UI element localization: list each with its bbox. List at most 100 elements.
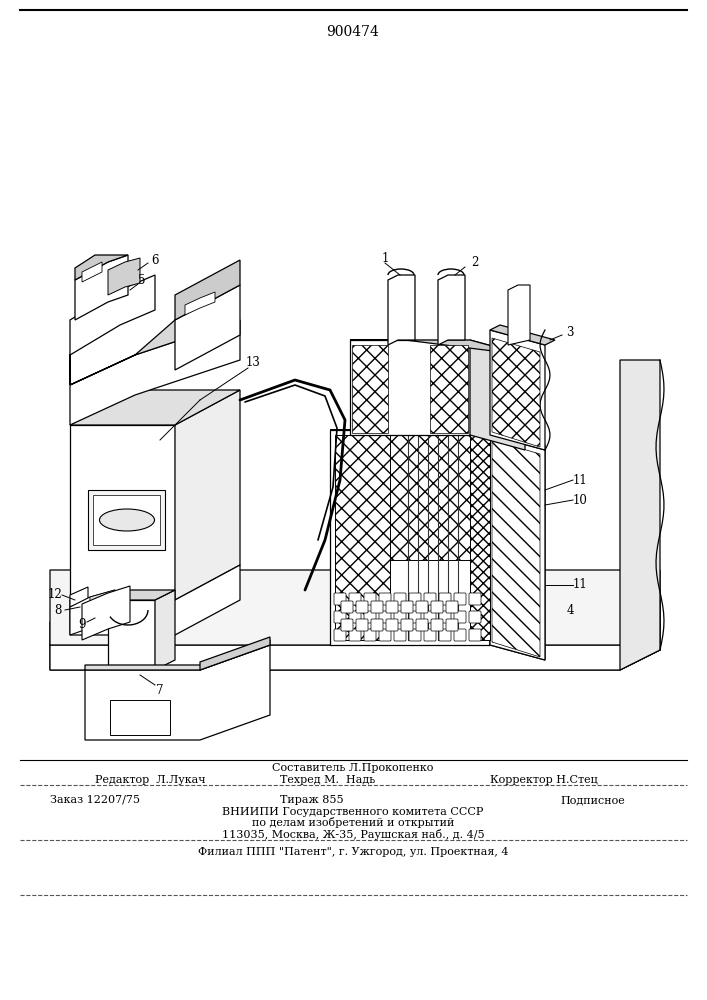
Polygon shape — [155, 590, 175, 670]
Polygon shape — [492, 440, 540, 657]
FancyBboxPatch shape — [416, 619, 428, 631]
FancyBboxPatch shape — [431, 619, 443, 631]
Polygon shape — [70, 587, 88, 607]
FancyBboxPatch shape — [371, 619, 383, 631]
Polygon shape — [185, 292, 215, 315]
FancyBboxPatch shape — [379, 629, 391, 641]
Polygon shape — [50, 570, 660, 645]
Polygon shape — [470, 435, 490, 640]
Polygon shape — [50, 625, 660, 670]
Polygon shape — [90, 590, 115, 628]
Polygon shape — [50, 600, 660, 645]
FancyBboxPatch shape — [439, 593, 451, 605]
FancyBboxPatch shape — [356, 619, 368, 631]
Polygon shape — [175, 260, 240, 320]
FancyBboxPatch shape — [386, 601, 398, 613]
FancyBboxPatch shape — [409, 611, 421, 623]
Polygon shape — [390, 435, 470, 560]
Polygon shape — [438, 275, 465, 345]
Polygon shape — [85, 640, 270, 670]
FancyBboxPatch shape — [394, 611, 406, 623]
Text: по делам изобретений и открытий: по делам изобретений и открытий — [252, 818, 454, 828]
Text: 4: 4 — [566, 603, 574, 616]
Polygon shape — [490, 325, 555, 345]
Text: 6: 6 — [151, 253, 159, 266]
Polygon shape — [350, 340, 470, 435]
FancyBboxPatch shape — [409, 629, 421, 641]
FancyBboxPatch shape — [349, 629, 361, 641]
Polygon shape — [330, 430, 545, 445]
Text: 13: 13 — [245, 356, 260, 368]
Polygon shape — [70, 590, 115, 635]
Text: Редактор  Л.Лукач: Редактор Л.Лукач — [95, 775, 206, 785]
FancyBboxPatch shape — [424, 629, 436, 641]
Polygon shape — [490, 330, 545, 450]
Polygon shape — [88, 490, 165, 550]
Text: Техред М.  Надь: Техред М. Надь — [280, 775, 375, 785]
Text: 3: 3 — [566, 326, 574, 338]
Text: 2: 2 — [472, 255, 479, 268]
FancyBboxPatch shape — [446, 601, 458, 613]
Text: 9: 9 — [78, 618, 86, 632]
Polygon shape — [93, 495, 160, 545]
Polygon shape — [70, 565, 240, 635]
FancyBboxPatch shape — [356, 601, 368, 613]
Ellipse shape — [100, 509, 155, 531]
FancyBboxPatch shape — [469, 593, 481, 605]
Polygon shape — [110, 700, 170, 735]
Polygon shape — [490, 435, 545, 660]
Text: 12: 12 — [47, 588, 62, 601]
Polygon shape — [200, 637, 270, 670]
FancyBboxPatch shape — [439, 629, 451, 641]
Text: Тираж 855: Тираж 855 — [280, 795, 344, 805]
FancyBboxPatch shape — [341, 619, 353, 631]
FancyBboxPatch shape — [379, 593, 391, 605]
Text: ВНИИПИ Государственного комитета СССР: ВНИИПИ Государственного комитета СССР — [222, 807, 484, 817]
FancyBboxPatch shape — [364, 611, 376, 623]
FancyBboxPatch shape — [379, 611, 391, 623]
Text: 11: 11 — [573, 474, 588, 487]
Polygon shape — [508, 285, 530, 345]
Polygon shape — [82, 262, 102, 282]
Text: 10: 10 — [573, 493, 588, 506]
Polygon shape — [352, 345, 388, 433]
FancyBboxPatch shape — [446, 619, 458, 631]
Text: 11: 11 — [573, 578, 588, 591]
FancyBboxPatch shape — [349, 593, 361, 605]
Polygon shape — [108, 600, 155, 670]
FancyBboxPatch shape — [409, 593, 421, 605]
FancyBboxPatch shape — [416, 601, 428, 613]
FancyBboxPatch shape — [454, 629, 466, 641]
Text: 900474: 900474 — [327, 25, 380, 39]
Text: 1: 1 — [381, 251, 389, 264]
Polygon shape — [70, 275, 155, 385]
Polygon shape — [70, 320, 240, 385]
Text: Составитель Л.Прокопенко: Составитель Л.Прокопенко — [272, 763, 433, 773]
Polygon shape — [490, 430, 545, 660]
Polygon shape — [175, 285, 240, 370]
FancyBboxPatch shape — [386, 619, 398, 631]
FancyBboxPatch shape — [394, 629, 406, 641]
FancyBboxPatch shape — [401, 619, 413, 631]
FancyBboxPatch shape — [454, 593, 466, 605]
Polygon shape — [470, 340, 525, 450]
Text: 7: 7 — [156, 684, 164, 696]
FancyBboxPatch shape — [334, 593, 346, 605]
FancyBboxPatch shape — [371, 601, 383, 613]
FancyBboxPatch shape — [469, 629, 481, 641]
FancyBboxPatch shape — [401, 601, 413, 613]
Polygon shape — [330, 430, 490, 645]
Polygon shape — [75, 255, 128, 320]
Polygon shape — [108, 590, 175, 600]
Polygon shape — [175, 390, 240, 600]
FancyBboxPatch shape — [334, 629, 346, 641]
Polygon shape — [82, 586, 130, 640]
Polygon shape — [50, 625, 660, 670]
Polygon shape — [85, 645, 270, 740]
Text: 113035, Москва, Ж-35, Раушская наб., д. 4/5: 113035, Москва, Ж-35, Раушская наб., д. … — [222, 828, 484, 840]
Polygon shape — [350, 340, 525, 355]
FancyBboxPatch shape — [439, 611, 451, 623]
Text: Заказ 12207/75: Заказ 12207/75 — [50, 795, 140, 805]
FancyBboxPatch shape — [454, 611, 466, 623]
FancyBboxPatch shape — [424, 593, 436, 605]
